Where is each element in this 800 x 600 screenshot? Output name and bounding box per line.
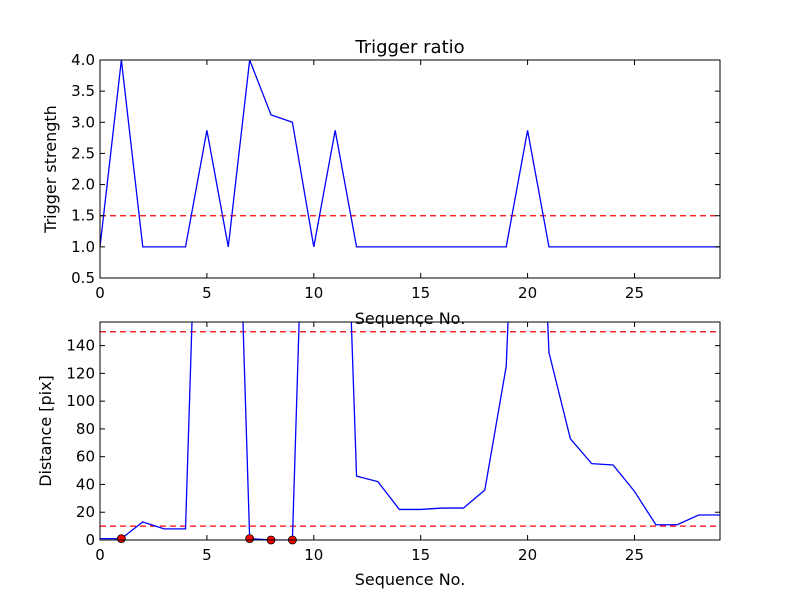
bottom-marker-point	[116, 534, 126, 544]
bottom-y-tick-label: 140	[66, 337, 95, 355]
top-x-tick-label: 0	[95, 284, 105, 302]
bottom-chart-plot: 0 5 10 15 20 25 0 20 40 60 80 100 120 140	[66, 321, 721, 564]
bottom-y-tick-label: 100	[66, 392, 95, 410]
top-y-tick-label: 4.0	[71, 51, 95, 69]
top-x-tick-label: 5	[202, 284, 212, 302]
top-y-tick-label: 3.5	[71, 82, 95, 100]
bottom-series-line-0	[100, 322, 720, 540]
bottom-chart-xlabel: Sequence No.	[355, 570, 466, 589]
bottom-y-tick-label: 0	[85, 531, 95, 549]
top-y-tick-label: 1.5	[71, 207, 95, 225]
top-y-tick-label: 3.0	[71, 113, 95, 131]
top-chart-plot: 0 5 10 15 20 25 0.5 1.0 1.5 2.0 2.5 3.0 3.5 4.0	[71, 51, 721, 302]
bottom-y-tick-label: 80	[76, 420, 95, 438]
top-y-tick-label: 2.5	[71, 144, 95, 162]
bottom-x-tick-label: 20	[518, 546, 537, 564]
top-chart-title: Trigger ratio	[354, 37, 464, 58]
bottom-x-tick-label: 0	[95, 546, 105, 564]
top-y-tick-label: 0.5	[71, 269, 95, 287]
bottom-y-tick-label: 120	[66, 364, 95, 382]
bottom-y-tick-label: 20	[76, 503, 95, 521]
top-x-tick-label: 25	[625, 284, 644, 302]
bottom-y-tick-label: 40	[76, 475, 95, 493]
bottom-y-tick-label: 60	[76, 448, 95, 466]
top-plot-frame	[99, 59, 721, 279]
top-x-tick-label: 15	[411, 284, 430, 302]
bottom-x-tick-label: 25	[625, 546, 644, 564]
top-series-line-0	[100, 60, 720, 248]
bottom-chart-ylabel: Distance [pix]	[36, 375, 55, 487]
top-y-tick-label: 1.0	[71, 238, 95, 256]
top-chart-xlabel: Sequence No.	[355, 309, 466, 328]
top-chart-ylabel: Trigger strength	[41, 105, 60, 234]
top-x-tick-label: 20	[518, 284, 537, 302]
top-x-tick-label: 10	[304, 284, 323, 302]
bottom-plot-frame	[99, 321, 721, 541]
bottom-marker-point	[245, 534, 255, 544]
top-y-tick-label: 2.0	[71, 176, 95, 194]
bottom-x-tick-label: 10	[304, 546, 323, 564]
bottom-x-tick-label: 15	[411, 546, 430, 564]
bottom-x-tick-label: 5	[202, 546, 212, 564]
